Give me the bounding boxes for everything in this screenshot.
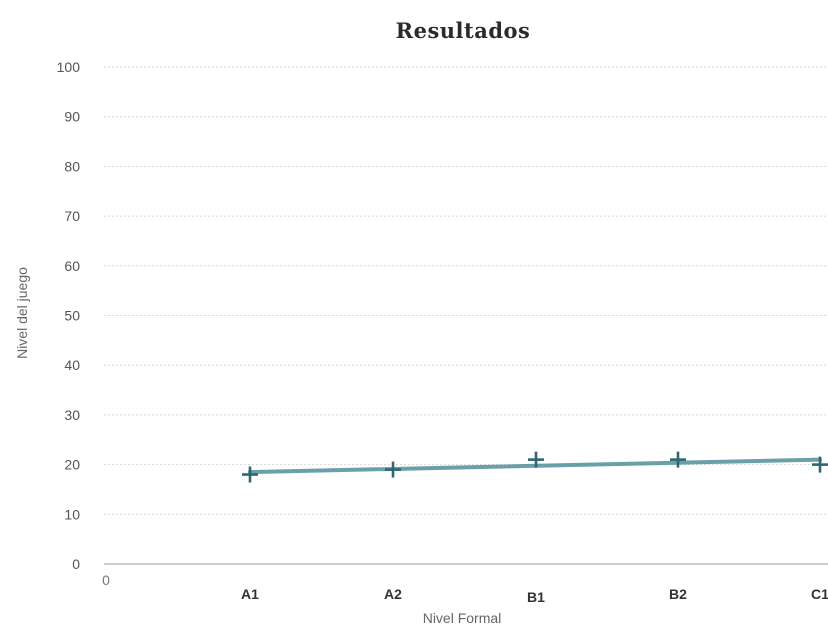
y-tick-label: 50 xyxy=(64,308,80,324)
y-tick-label: 90 xyxy=(64,109,80,125)
y-axis-ticks: 0 10 20 30 40 50 60 70 80 90 100 xyxy=(57,59,81,572)
x-tick-label: A1 xyxy=(241,586,259,602)
y-tick-label: 20 xyxy=(64,457,80,473)
y-tick-label: 80 xyxy=(64,158,80,174)
x-tick-label: B1 xyxy=(527,589,545,605)
x-axis-origin-label: 0 xyxy=(102,572,110,588)
data-point-marker xyxy=(528,451,544,468)
y-tick-label: 40 xyxy=(64,357,80,373)
y-tick-label: 70 xyxy=(64,208,80,224)
y-tick-label: 30 xyxy=(64,407,80,423)
x-axis-label: Nivel Formal xyxy=(423,610,502,626)
y-tick-label: 60 xyxy=(64,258,80,274)
x-axis-ticks: A1 A2 B1 B2 C1 xyxy=(241,586,828,605)
chart-title: Resultados xyxy=(396,18,531,43)
y-axis-label: Nivel del juego xyxy=(14,267,30,359)
x-tick-label: C1 xyxy=(811,586,828,602)
grid-lines xyxy=(104,66,828,565)
x-tick-label: B2 xyxy=(669,586,687,602)
y-tick-label: 0 xyxy=(72,556,80,572)
data-markers xyxy=(242,451,828,483)
data-point-marker xyxy=(242,466,258,483)
y-tick-label: 10 xyxy=(64,506,80,522)
data-point-marker xyxy=(385,461,401,478)
y-tick-label: 100 xyxy=(57,59,81,75)
data-point-marker xyxy=(670,451,686,468)
x-tick-label: A2 xyxy=(384,586,402,602)
data-point-marker xyxy=(812,456,828,473)
